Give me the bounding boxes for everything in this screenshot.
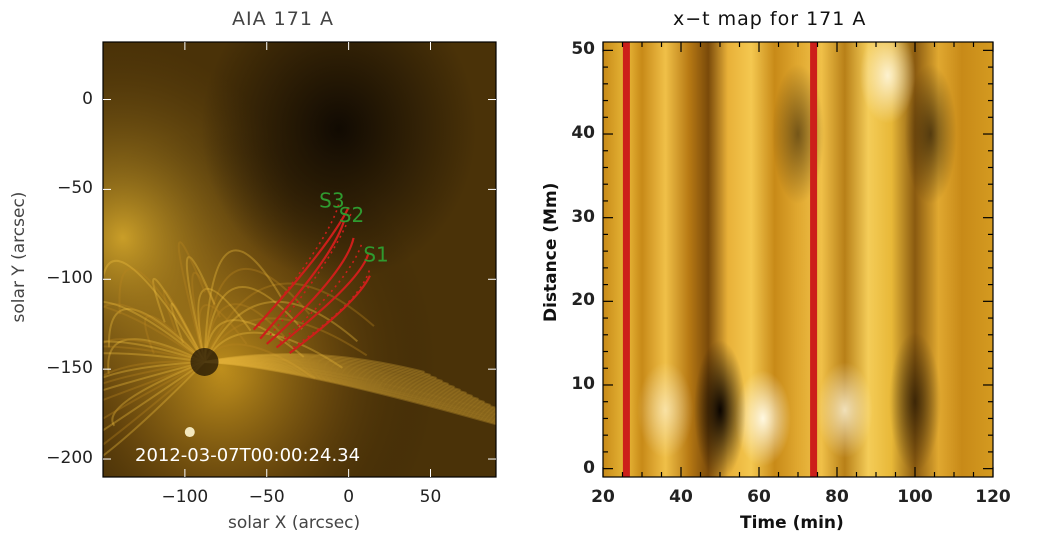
right-y-tick-label: 10	[571, 373, 595, 394]
right-x-tick-label: 60	[747, 487, 771, 507]
right-y-tick-label: 30	[571, 206, 595, 227]
right-panel-title: x−t map for 171 A	[673, 8, 867, 30]
right-x-tick-label: 120	[975, 487, 1011, 507]
left-y-tick-label: −200	[46, 448, 93, 469]
right-x-tick-label: 80	[825, 487, 849, 507]
loop-4	[275, 253, 370, 349]
left-x-tick-label: −100	[161, 487, 209, 507]
loop-1	[252, 206, 350, 331]
left-x-tick-label: 0	[343, 487, 355, 507]
left-x-tick-label: −50	[248, 487, 285, 507]
right-y-tick-label: 20	[571, 290, 595, 311]
loop-2	[259, 221, 345, 340]
dark-feature	[889, 331, 941, 472]
loop-3	[266, 237, 355, 345]
left-y-tick-label: 0	[82, 88, 93, 109]
dark-feature	[904, 64, 957, 205]
slit-label-s1: S1	[363, 242, 388, 266]
dark-feature	[694, 340, 746, 477]
bright-feature	[734, 370, 791, 467]
right-y-tick-label: 40	[571, 123, 595, 144]
slit-label-s2: S2	[339, 203, 364, 227]
left-x-axis-label: solar X (arcsec)	[228, 513, 361, 533]
right-x-tick-label: 100	[897, 487, 933, 507]
right-x-tick-label: 20	[591, 487, 615, 507]
bright-feature	[816, 362, 873, 459]
left-x-tick-label: 50	[419, 487, 442, 507]
dotted-slit-4	[292, 268, 371, 349]
dotted-slit-2	[269, 210, 353, 336]
xt-heatmap	[603, 42, 993, 477]
right-y-tick-label: 50	[571, 39, 595, 60]
time-marker-line	[622, 42, 630, 477]
right-y-tick-label: 0	[583, 457, 595, 478]
left-y-tick-label: −100	[46, 268, 93, 289]
time-marker-line	[810, 42, 818, 477]
left-y-tick-label: −150	[46, 358, 93, 379]
loop-5	[289, 275, 371, 354]
bright-feature	[859, 42, 916, 124]
right-x-tick-label: 40	[669, 487, 693, 507]
left-panel-title: AIA 171 A	[232, 8, 334, 30]
slit-label-s3: S3	[319, 188, 344, 212]
left-y-tick-label: −50	[57, 178, 93, 199]
timestamp-label: 2012-03-07T00:00:24.34	[135, 445, 360, 466]
left-plot-frame	[102, 41, 497, 478]
right-x-axis-label: Time (min)	[740, 513, 844, 533]
solar-image	[103, 42, 496, 477]
bright-feature	[637, 362, 694, 459]
